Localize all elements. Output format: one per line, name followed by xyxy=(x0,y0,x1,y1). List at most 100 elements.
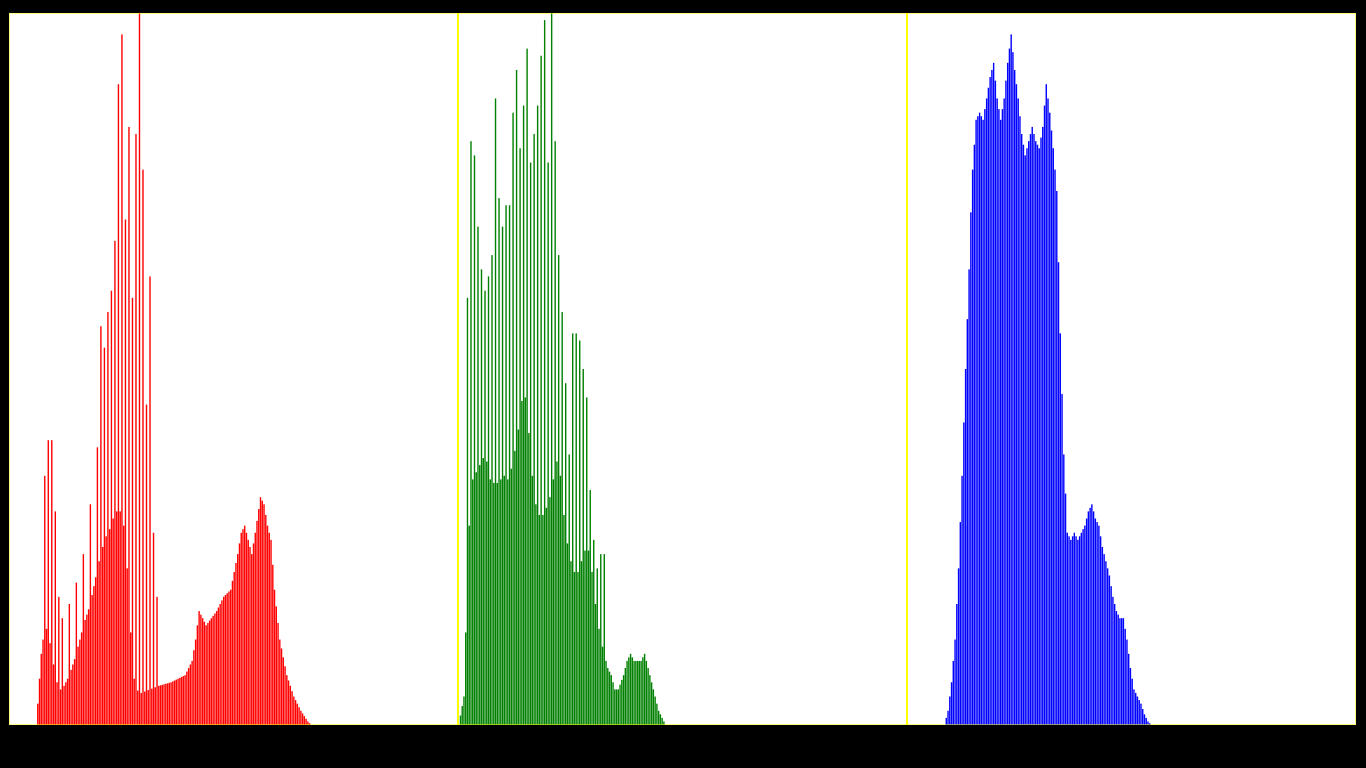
histogram-bar xyxy=(1049,112,1051,726)
histogram-bar xyxy=(612,682,614,725)
histogram-bar xyxy=(258,509,260,725)
histogram-bar xyxy=(79,639,81,725)
histogram-bar xyxy=(512,112,514,726)
histogram-bar xyxy=(566,543,569,725)
histogram-bar xyxy=(65,682,67,725)
histogram-bar xyxy=(614,689,616,725)
histogram-bar xyxy=(1006,62,1009,725)
histogram-bar xyxy=(515,69,518,725)
histogram-bar xyxy=(510,468,513,725)
histogram-bar xyxy=(547,162,549,725)
histogram-bar xyxy=(463,696,465,725)
histogram-bar xyxy=(1143,714,1146,725)
histogram-bar xyxy=(600,554,602,725)
histogram-bar xyxy=(51,440,53,725)
histogram-bar xyxy=(591,571,593,725)
histogram-bar xyxy=(1015,84,1018,725)
histogram-bar xyxy=(608,671,611,725)
histogram-bar xyxy=(587,550,590,725)
histogram-bar xyxy=(657,710,660,725)
histogram-bar xyxy=(531,475,534,725)
histogram-bar xyxy=(1142,708,1144,725)
histogram-bar xyxy=(1108,575,1111,725)
histogram-bar xyxy=(135,134,137,726)
histogram-bar xyxy=(572,333,574,725)
histogram-bar xyxy=(596,568,598,725)
histogram-bar xyxy=(100,326,102,725)
histogram-bar xyxy=(477,226,479,725)
histogram-bar xyxy=(75,582,78,725)
histogram-bar xyxy=(961,475,963,725)
histogram-bar xyxy=(496,482,498,725)
histogram-bar xyxy=(198,611,200,725)
histogram-bar xyxy=(489,479,491,725)
histogram-bar xyxy=(1126,639,1128,725)
histogram-bar xyxy=(1070,539,1072,725)
histogram-bar xyxy=(575,333,577,725)
histogram-bar xyxy=(498,198,500,725)
histogram-bar xyxy=(629,653,632,725)
histogram-bar xyxy=(94,577,97,725)
histogram-bar xyxy=(549,497,551,725)
histogram-bar xyxy=(301,713,304,725)
histogram-bar xyxy=(273,589,276,725)
histogram-bar xyxy=(217,607,220,725)
histogram-bar xyxy=(557,255,560,725)
histogram-bar xyxy=(617,689,620,725)
histogram-bar xyxy=(1136,696,1139,725)
histogram-bar xyxy=(1036,144,1039,726)
histogram-bar xyxy=(977,116,979,726)
histogram-bar xyxy=(221,600,223,725)
histogram-bar xyxy=(503,475,505,725)
histogram-bar xyxy=(128,126,130,726)
histogram-bar xyxy=(517,429,520,725)
histogram-bar xyxy=(263,504,265,725)
histogram-bar xyxy=(123,525,125,725)
histogram-bar xyxy=(272,564,274,725)
histogram-bar xyxy=(235,563,237,725)
histogram-bar xyxy=(1033,134,1035,726)
histogram-bar xyxy=(187,668,190,725)
histogram-bar xyxy=(542,514,544,725)
histogram-bar xyxy=(110,290,113,725)
histogram-bar xyxy=(300,710,302,725)
histogram-bar xyxy=(529,162,532,725)
histogram-bar xyxy=(589,490,591,725)
histogram-bar xyxy=(80,632,83,725)
histogram-bar xyxy=(579,340,581,725)
histogram-bar xyxy=(540,55,542,726)
histogram-bar xyxy=(1010,34,1012,726)
histogram-bar xyxy=(550,13,553,725)
histogram-bar xyxy=(1043,105,1046,725)
histogram-bar xyxy=(268,532,270,725)
histogram-bar xyxy=(131,297,134,725)
histogram-bar xyxy=(580,561,583,725)
histogram-bar xyxy=(130,632,132,725)
histogram-bar xyxy=(266,525,269,725)
histogram-bar xyxy=(472,479,474,725)
histogram-bar xyxy=(275,606,277,725)
histogram-bar xyxy=(1047,98,1049,725)
histogram-bar xyxy=(628,657,630,725)
histogram-bar xyxy=(649,675,651,725)
histogram-bar xyxy=(610,675,612,725)
histogram-bar xyxy=(270,539,272,725)
histogram-bar xyxy=(61,618,64,725)
histogram-bar xyxy=(287,680,290,725)
histogram-bar xyxy=(659,714,662,725)
histogram-bar xyxy=(277,622,279,725)
histogram-bar xyxy=(70,669,72,725)
histogram-bar xyxy=(147,690,149,725)
histogram-bar xyxy=(1022,144,1025,726)
histogram-bar xyxy=(59,689,62,725)
histogram-bar xyxy=(86,614,88,725)
histogram-bar xyxy=(96,447,99,725)
histogram-bar xyxy=(212,615,214,725)
histogram-bar xyxy=(978,112,981,726)
histogram-bar xyxy=(1064,493,1067,725)
histogram-bar xyxy=(1106,568,1109,725)
histogram-bar xyxy=(1133,689,1135,725)
histogram-bar xyxy=(984,109,986,726)
histogram-bar xyxy=(654,696,656,725)
histogram-bar xyxy=(173,680,176,725)
